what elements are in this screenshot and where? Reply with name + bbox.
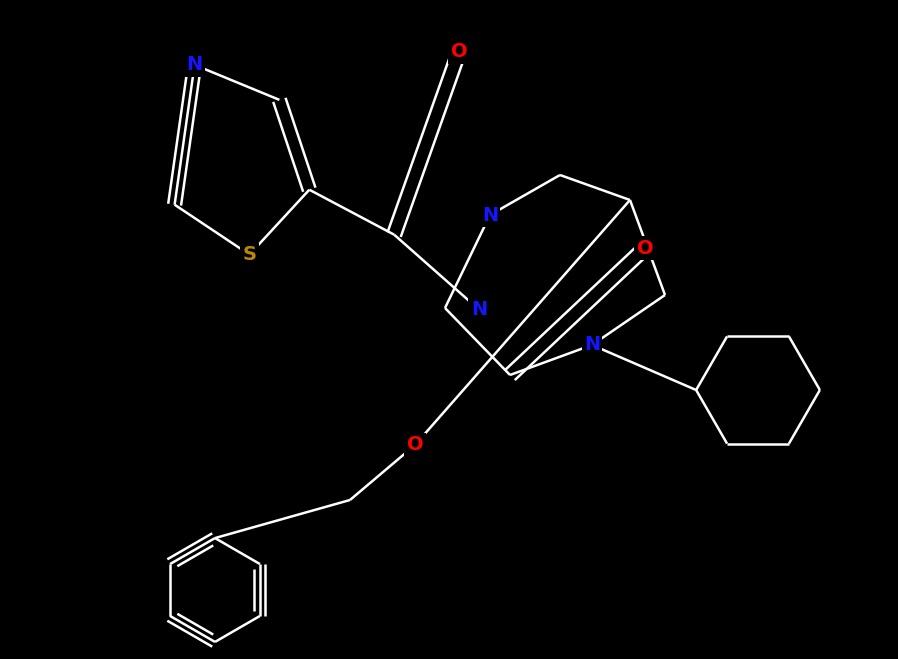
- Text: N: N: [584, 335, 600, 355]
- Text: N: N: [471, 300, 487, 319]
- Text: O: O: [451, 42, 467, 61]
- Text: N: N: [482, 206, 498, 225]
- Text: O: O: [407, 436, 423, 455]
- Text: S: S: [242, 245, 257, 264]
- Text: N: N: [187, 55, 203, 74]
- Text: O: O: [637, 239, 654, 258]
